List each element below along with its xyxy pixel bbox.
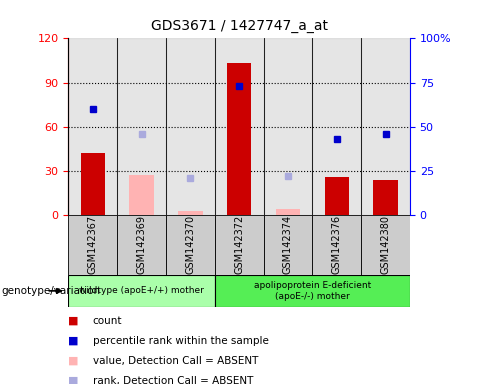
Bar — [264, 215, 312, 275]
Bar — [117, 38, 166, 215]
Text: value, Detection Call = ABSENT: value, Detection Call = ABSENT — [93, 356, 258, 366]
Text: apolipoprotein E-deficient
(apoE-/-) mother: apolipoprotein E-deficient (apoE-/-) mot… — [254, 281, 371, 301]
Bar — [215, 38, 264, 215]
Bar — [166, 38, 215, 215]
Text: ■: ■ — [68, 316, 79, 326]
Bar — [166, 215, 215, 275]
Text: GSM142376: GSM142376 — [332, 215, 342, 274]
Bar — [373, 180, 398, 215]
Text: genotype/variation: genotype/variation — [1, 286, 100, 296]
Text: GSM142372: GSM142372 — [234, 215, 244, 275]
Title: GDS3671 / 1427747_a_at: GDS3671 / 1427747_a_at — [151, 19, 327, 33]
Bar — [312, 215, 361, 275]
Bar — [68, 215, 117, 275]
Text: GSM142374: GSM142374 — [283, 215, 293, 274]
Text: GSM142380: GSM142380 — [381, 215, 390, 274]
Text: GSM142369: GSM142369 — [137, 215, 146, 274]
Bar — [312, 38, 361, 215]
Text: ■: ■ — [68, 356, 79, 366]
Text: ■: ■ — [68, 376, 79, 384]
Text: percentile rank within the sample: percentile rank within the sample — [93, 336, 268, 346]
Bar — [68, 38, 117, 215]
Text: rank, Detection Call = ABSENT: rank, Detection Call = ABSENT — [93, 376, 253, 384]
Bar — [276, 209, 300, 215]
Bar — [361, 215, 410, 275]
Bar — [325, 177, 349, 215]
Text: GSM142370: GSM142370 — [185, 215, 195, 274]
Bar — [68, 275, 215, 307]
Bar — [81, 153, 105, 215]
Text: GSM142367: GSM142367 — [88, 215, 98, 274]
Bar — [215, 275, 410, 307]
Text: count: count — [93, 316, 122, 326]
Bar — [361, 38, 410, 215]
Text: wildtype (apoE+/+) mother: wildtype (apoE+/+) mother — [79, 286, 204, 295]
Bar — [215, 215, 264, 275]
Bar — [264, 38, 312, 215]
Bar — [227, 63, 251, 215]
Bar — [178, 210, 203, 215]
Text: ■: ■ — [68, 336, 79, 346]
Bar — [129, 175, 154, 215]
Bar — [117, 215, 166, 275]
